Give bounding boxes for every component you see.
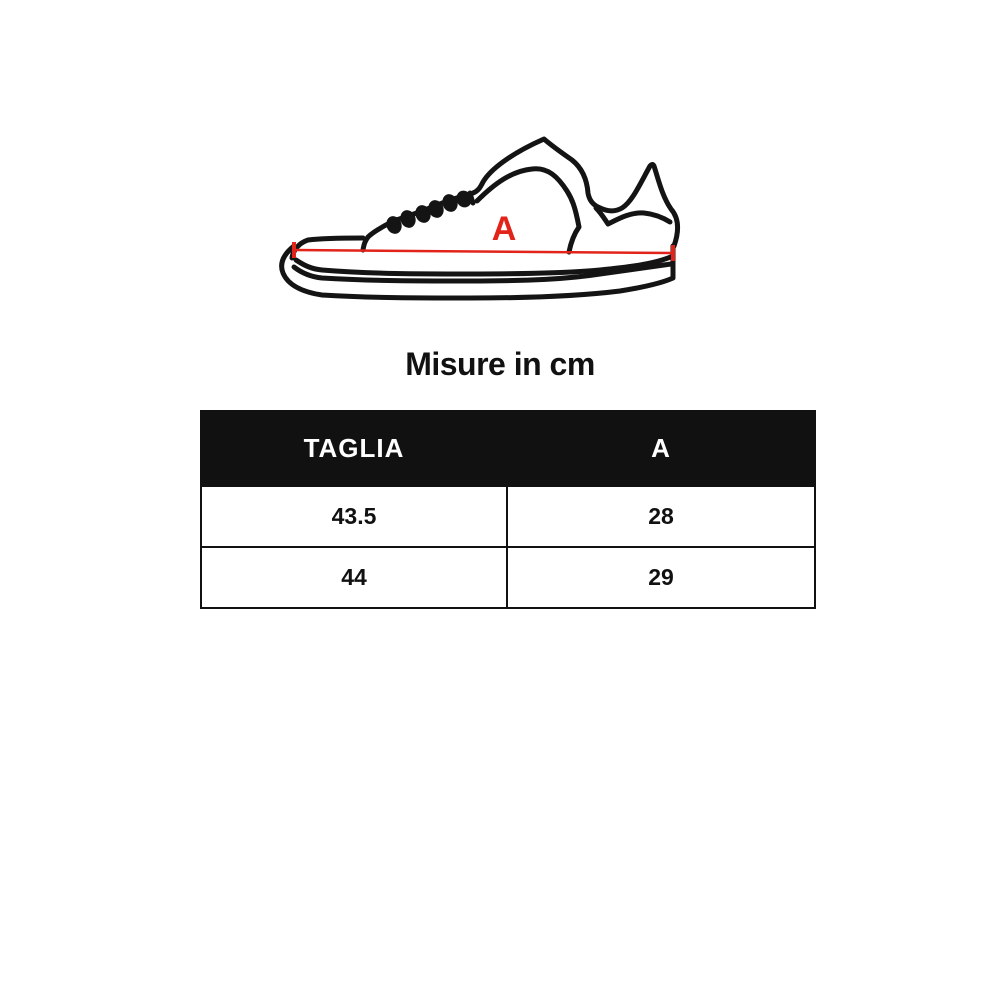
svg-text:A: A (492, 210, 517, 248)
